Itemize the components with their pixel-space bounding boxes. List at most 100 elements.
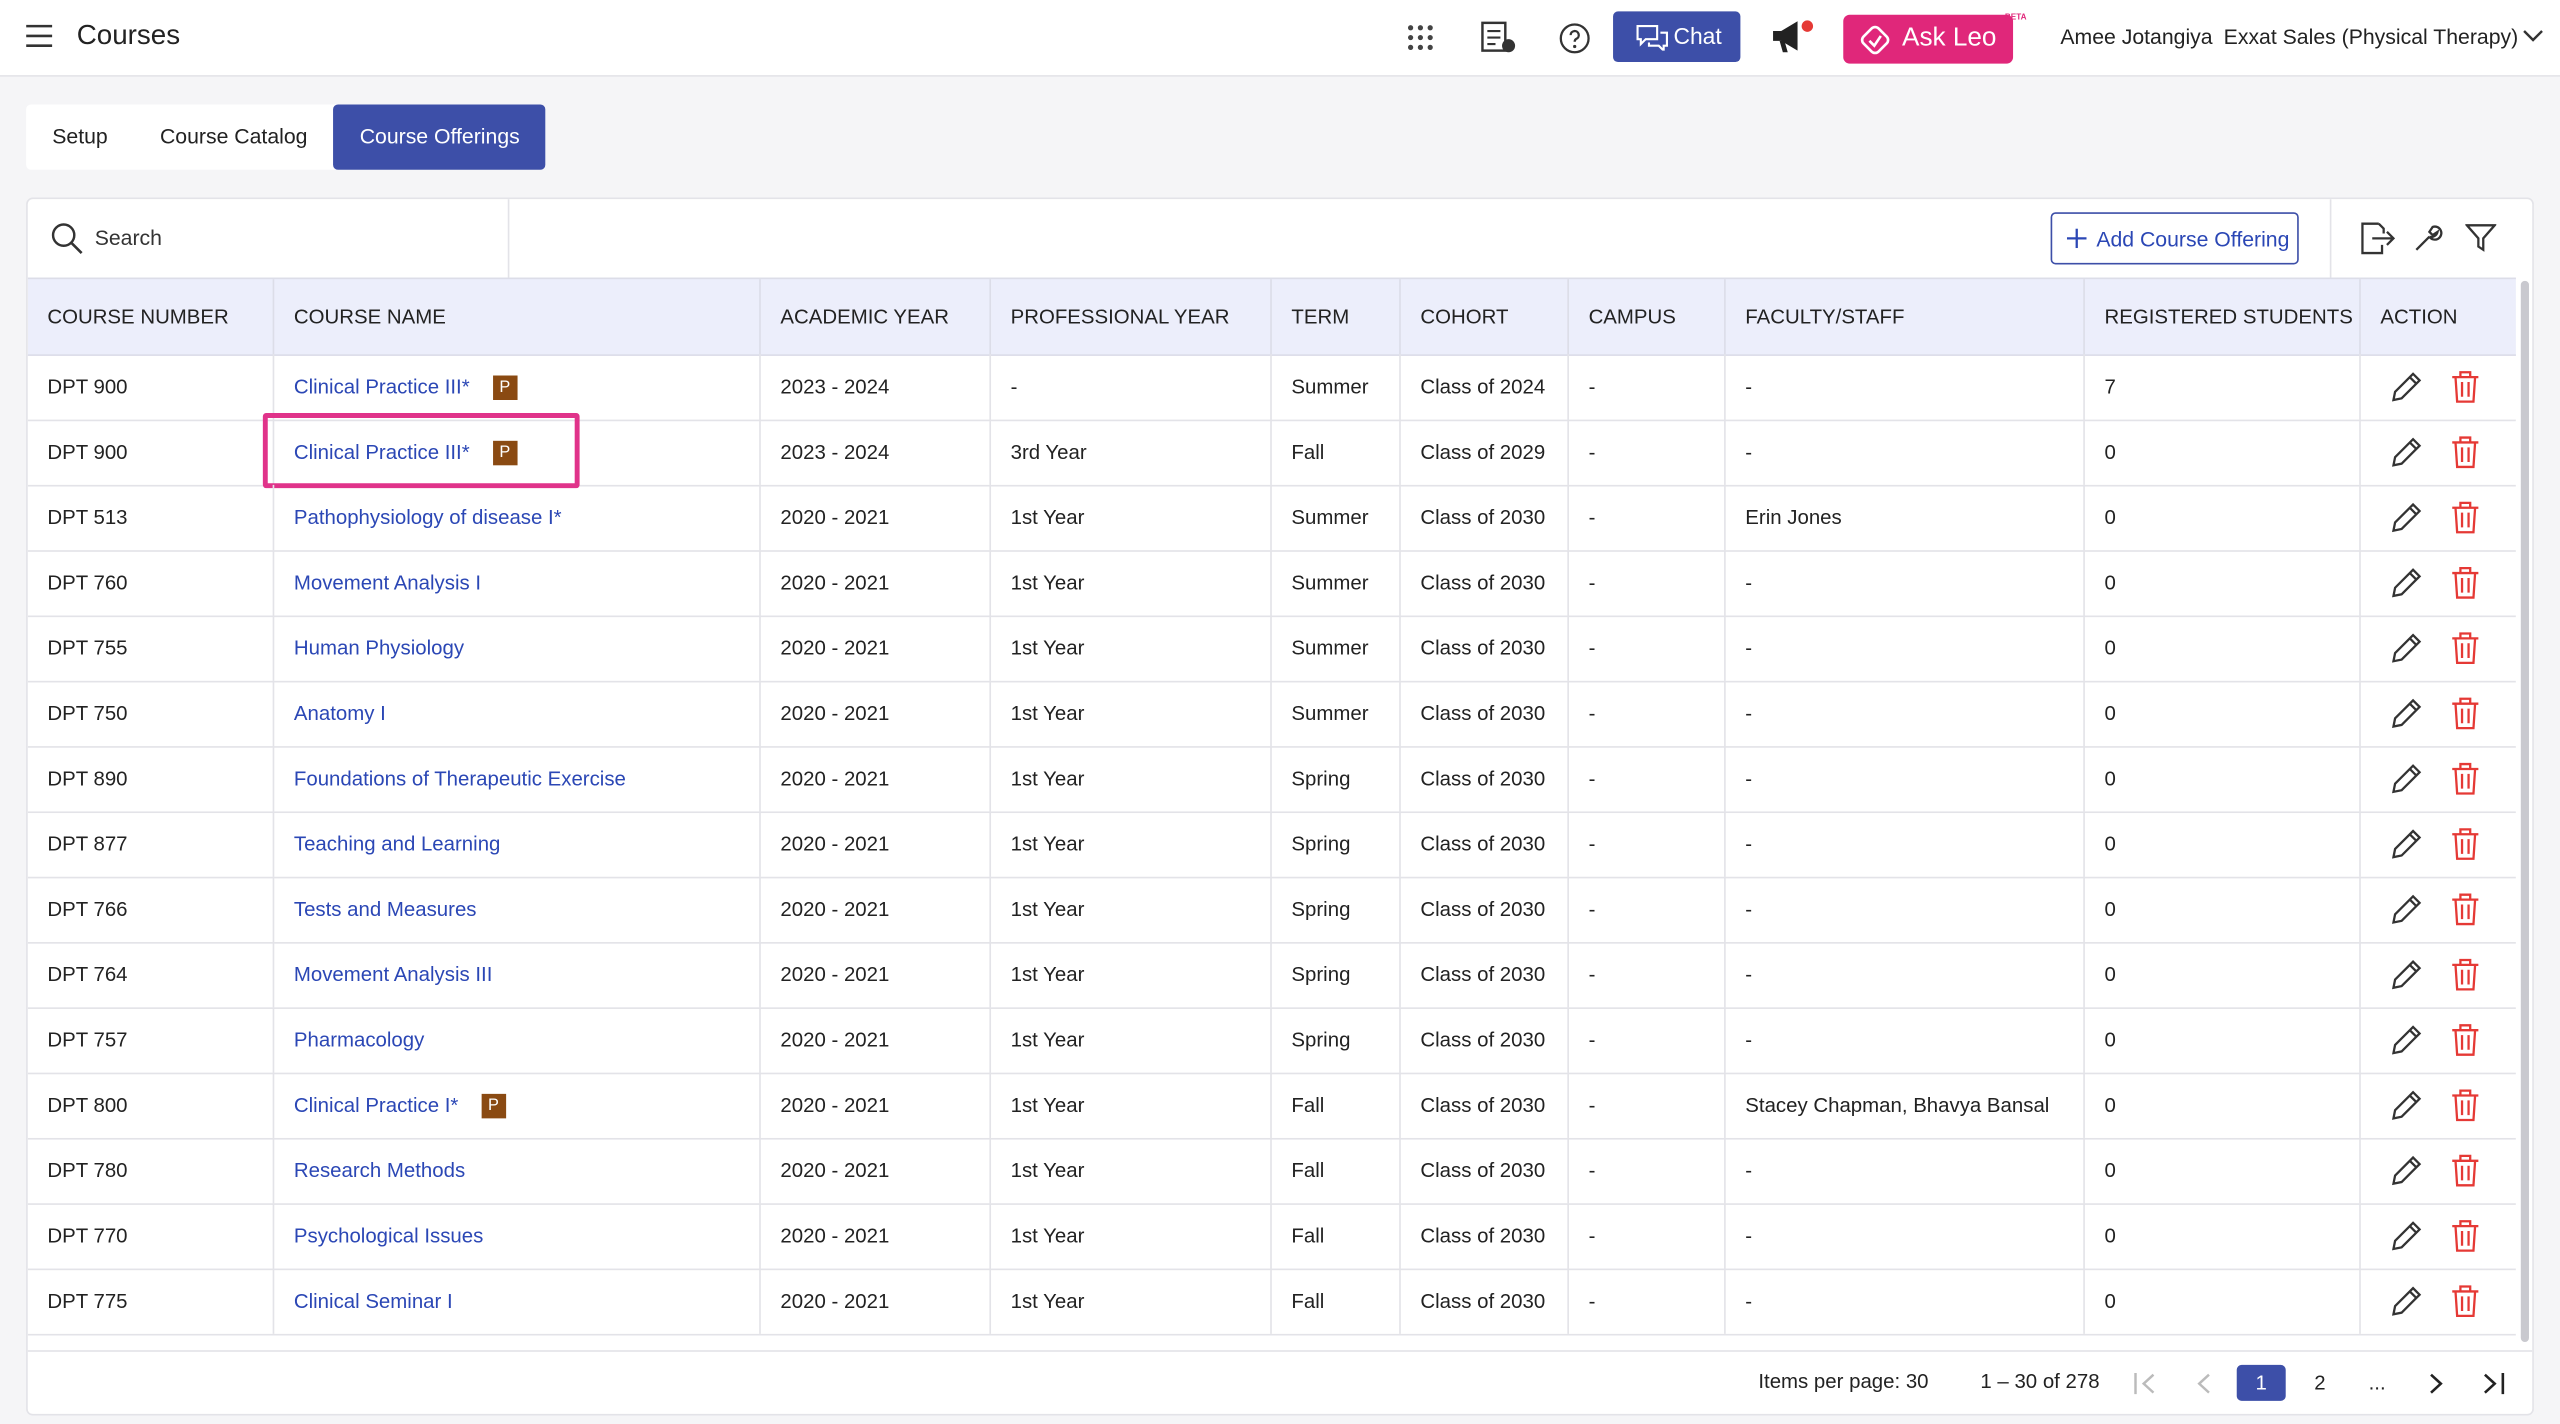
cell-text: 0 [2104, 1289, 2116, 1313]
course-link[interactable]: Clinical Practice III* [293, 440, 470, 464]
cell: - [1726, 811, 2085, 877]
edit-icon[interactable] [2390, 632, 2423, 665]
edit-icon[interactable] [2390, 501, 2423, 534]
course-link[interactable]: Movement Analysis III [293, 963, 493, 987]
apps-icon[interactable] [1407, 24, 1435, 52]
account-dropdown[interactable] [2522, 29, 2543, 44]
cell-text: 0 [2104, 1224, 2116, 1248]
tab[interactable]: Course Catalog [159, 124, 308, 149]
cell: Class of 2024 [1401, 354, 1569, 420]
cell: 1st Year [991, 484, 1272, 551]
menu-icon[interactable] [26, 24, 53, 48]
course-link[interactable]: Movement Analysis I [293, 571, 482, 595]
delete-icon[interactable] [2451, 371, 2480, 404]
cell-text: Spring [1291, 767, 1351, 791]
cell: 1st Year [991, 811, 1272, 877]
chat-button[interactable]: Chat [1613, 11, 1741, 63]
search-input[interactable]: Search [94, 225, 162, 250]
scrollbar[interactable] [2520, 280, 2529, 1343]
cell-text: Class of 2030 [1420, 963, 1546, 987]
edit-icon[interactable] [2390, 371, 2423, 404]
delete-icon[interactable] [2451, 1285, 2480, 1318]
course-link[interactable]: Anatomy I [293, 702, 386, 725]
page-button[interactable]: ... [2368, 1371, 2386, 1395]
add-course-offering-button[interactable]: Add Course Offering [2050, 212, 2299, 265]
course-link[interactable]: Research Methods [293, 1159, 466, 1183]
cell: - [1569, 419, 1726, 485]
course-link[interactable]: Clinical Practice III* [293, 375, 470, 399]
edit-icon[interactable] [2390, 697, 2423, 730]
delete-icon[interactable] [2451, 436, 2480, 469]
last-page[interactable] [2482, 1373, 2505, 1395]
cell-text: 2020 - 2021 [780, 963, 890, 987]
cell-text: 0 [2104, 571, 2116, 595]
course-link[interactable]: Foundations of Therapeutic Exercise [293, 767, 626, 791]
export-icon[interactable] [2359, 222, 2396, 255]
cell-text: - [1588, 1028, 1596, 1052]
delete-icon[interactable] [2451, 1024, 2480, 1057]
cell: 1st Year [991, 746, 1272, 812]
cell: 7 [2085, 354, 2361, 420]
delete-icon[interactable] [2451, 567, 2480, 600]
cell: Spring [1272, 811, 1401, 877]
course-link[interactable]: Pathophysiology of disease I* [293, 506, 562, 529]
cell-text: - [1588, 1093, 1596, 1117]
first-page[interactable] [2134, 1373, 2157, 1395]
course-link[interactable]: Psychological Issues [293, 1224, 484, 1248]
edit-icon[interactable] [2390, 1154, 2423, 1187]
cell: - [1569, 1268, 1726, 1334]
cell-text: 1st Year [1010, 702, 1085, 725]
help-icon[interactable] [1559, 23, 1590, 54]
edit-icon[interactable] [2390, 1089, 2423, 1122]
cell: - [1569, 354, 1726, 420]
edit-icon[interactable] [2390, 1024, 2423, 1057]
cell: Psychological Issues [274, 1203, 761, 1269]
delete-icon[interactable] [2451, 501, 2480, 534]
announcements-icon[interactable] [1770, 18, 1816, 57]
edit-icon[interactable] [2390, 1220, 2423, 1253]
delete-icon[interactable] [2451, 697, 2480, 730]
cell: DPT 764 [28, 942, 275, 1008]
tasks-icon[interactable] [1481, 21, 1517, 54]
course-link[interactable]: Clinical Seminar I [293, 1289, 453, 1313]
delete-icon[interactable] [2451, 958, 2480, 991]
delete-icon[interactable] [2451, 1220, 2480, 1253]
page-button[interactable]: 2 [2314, 1371, 2326, 1395]
course-link[interactable]: Tests and Measures [293, 897, 477, 921]
next-page[interactable] [2428, 1373, 2444, 1394]
delete-icon[interactable] [2451, 632, 2480, 665]
settings-icon[interactable] [2411, 222, 2444, 255]
edit-icon[interactable] [2390, 436, 2423, 469]
delete-icon[interactable] [2451, 762, 2480, 795]
page-button[interactable]: 1 [2236, 1364, 2286, 1401]
course-link[interactable]: Teaching and Learning [293, 832, 501, 856]
ask-leo-button[interactable]: Ask Leo [1843, 14, 2014, 64]
delete-icon[interactable] [2451, 1089, 2480, 1122]
action-cell [2361, 1138, 2516, 1203]
course-link[interactable]: Clinical Practice I* [293, 1093, 459, 1117]
edit-icon[interactable] [2390, 762, 2423, 795]
cell-text: 2020 - 2021 [780, 832, 890, 856]
edit-icon[interactable] [2390, 567, 2423, 600]
filter-icon[interactable] [2465, 224, 2497, 253]
pagination: Items per page: 30 1 – 30 of 278 1 2... [27, 1350, 2533, 1414]
course-link[interactable]: Pharmacology [293, 1028, 425, 1052]
cell: 2020 - 2021 [761, 1203, 992, 1269]
cell-text: 2020 - 2021 [780, 1028, 890, 1052]
edit-icon[interactable] [2390, 1285, 2423, 1318]
cell: DPT 800 [28, 1072, 275, 1138]
tab[interactable]: Course Offerings [333, 104, 546, 170]
delete-icon[interactable] [2451, 893, 2480, 926]
cell: 2020 - 2021 [761, 876, 992, 943]
cell: 2020 - 2021 [761, 615, 992, 681]
delete-icon[interactable] [2451, 828, 2480, 861]
delete-icon[interactable] [2451, 1154, 2480, 1187]
edit-icon[interactable] [2390, 893, 2423, 926]
edit-icon[interactable] [2390, 828, 2423, 861]
previous-page[interactable] [2196, 1373, 2212, 1394]
items-per-page[interactable]: Items per page: 30 [1758, 1369, 1929, 1393]
course-link[interactable]: Human Physiology [293, 636, 465, 660]
edit-icon[interactable] [2390, 958, 2423, 991]
tab[interactable]: Setup [52, 124, 108, 149]
search-icon [51, 223, 83, 254]
